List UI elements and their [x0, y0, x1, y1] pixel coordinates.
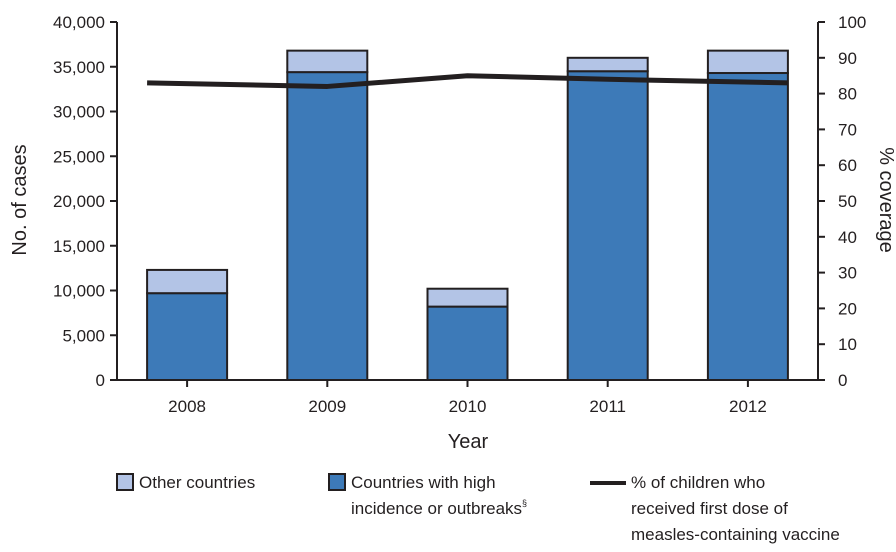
y-axis-title: No. of cases	[9, 144, 31, 255]
x-tick-label: 2011	[589, 397, 626, 416]
bar-segment-2010-high-incidence	[426, 305, 509, 381]
y2-tick-label: 60	[838, 156, 857, 175]
legend-swatch-high	[328, 473, 346, 491]
axes-layer: 0 5,000 10,000 15,000 20,000 25,000 30,000 35,0…	[53, 13, 866, 416]
y-tick-label: 5,000	[62, 326, 105, 345]
y2-tick-label: 80	[838, 85, 857, 104]
y2-tick-label: 40	[838, 228, 857, 247]
y2-tick-label: 50	[838, 192, 857, 211]
y-tick-label: 40,000	[53, 13, 105, 32]
legend-superscript: §	[522, 498, 528, 508]
y-tick-label: 15,000	[53, 237, 105, 256]
x-tick-label: 2010	[449, 397, 487, 416]
bar-segment-2012-other	[706, 49, 789, 75]
y-tick-label: 20,000	[53, 192, 105, 211]
bar-segment-2010-other	[426, 287, 509, 308]
x-tick-label: 2012	[729, 397, 767, 416]
y2-tick-label: 70	[838, 120, 857, 139]
y-tick-label: 10,000	[53, 282, 105, 301]
y2-tick-label: 10	[838, 335, 857, 354]
chart-canvas: 0 5,000 10,000 15,000 20,000 25,000 30,000 35,0…	[9, 13, 896, 453]
y2-tick-label: 30	[838, 264, 857, 283]
y-tick-label: 30,000	[53, 103, 105, 122]
x-axis-title: Year	[448, 431, 489, 453]
y2-tick-label: 90	[838, 49, 857, 68]
bar-segment-2008-high-incidence	[146, 292, 229, 381]
y-tick-label: 35,000	[53, 58, 105, 77]
bar-segment-2011-high-incidence	[566, 70, 649, 381]
legend-swatch-line	[590, 481, 626, 485]
bar-segment-2012-high-incidence	[706, 72, 789, 381]
legend-label-high: Countries with high incidence or outbrea…	[351, 473, 528, 518]
y2-tick-label: 20	[838, 299, 857, 318]
y-tick-label: 0	[96, 371, 105, 390]
y2-tick-label: 100	[838, 13, 866, 32]
coverage-line-layer	[147, 73, 788, 89]
bar-segment-2008-other	[146, 268, 229, 295]
coverage-line	[147, 73, 788, 89]
x-tick-label: 2008	[168, 397, 206, 416]
x-tick-label: 2009	[308, 397, 346, 416]
bar-segment-2011-other	[566, 56, 649, 73]
bar-segment-2009-high-incidence	[286, 71, 369, 382]
y-tick-label: 25,000	[53, 147, 105, 166]
y2-axis-title: % coverage	[875, 147, 896, 253]
legend-swatch-other	[116, 473, 134, 491]
bars-layer	[146, 49, 789, 382]
legend-label-other: Other countries	[139, 473, 256, 492]
legend-label-line: % of children who received first dose of…	[631, 473, 840, 544]
y2-tick-label: 0	[838, 371, 847, 390]
bar-segment-2009-other	[286, 49, 369, 74]
